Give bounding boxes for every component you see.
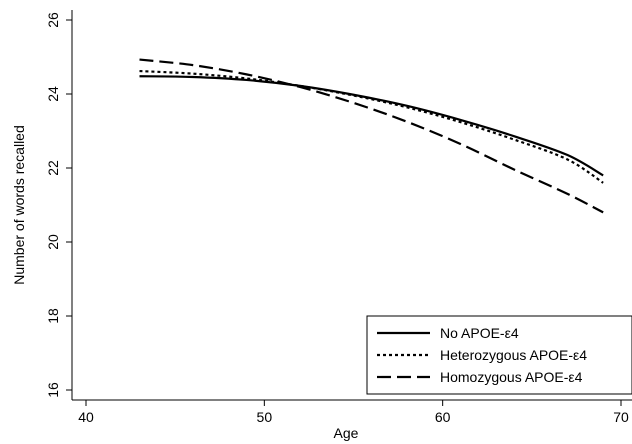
series-line-3 [139,58,604,214]
y-axis-label: Number of words recalled [11,125,27,285]
legend-label-1: No APOE-ε4 [440,325,519,341]
axes [71,10,632,401]
x-tick-label: 70 [613,409,629,425]
series-lines [139,58,604,214]
series-line-1 [139,75,604,177]
y-tick-label: 18 [45,308,61,324]
y-tick-label: 22 [45,160,61,176]
y-tick-label: 26 [45,12,61,28]
legend-label-2: Heterozygous APOE-ε4 [440,347,587,363]
y-tick-label: 20 [45,234,61,250]
series-line-2 [139,69,604,184]
y-ticks: 16 18 20 22 24 26 [45,12,72,398]
x-tick-label: 60 [435,409,451,425]
x-tick-label: 40 [78,409,94,425]
x-tick-label: 50 [257,409,273,425]
x-ticks: 40 50 60 70 [78,400,629,425]
legend: No APOE-ε4 Heterozygous APOE-ε4 Homozygous… [366,315,632,395]
y-tick-label: 24 [45,86,61,102]
legend-label-3: Homozygous APOE-ε4 [440,369,583,385]
y-tick-label: 16 [45,382,61,398]
x-axis-label: Age [334,425,359,441]
legend-box [366,315,632,395]
